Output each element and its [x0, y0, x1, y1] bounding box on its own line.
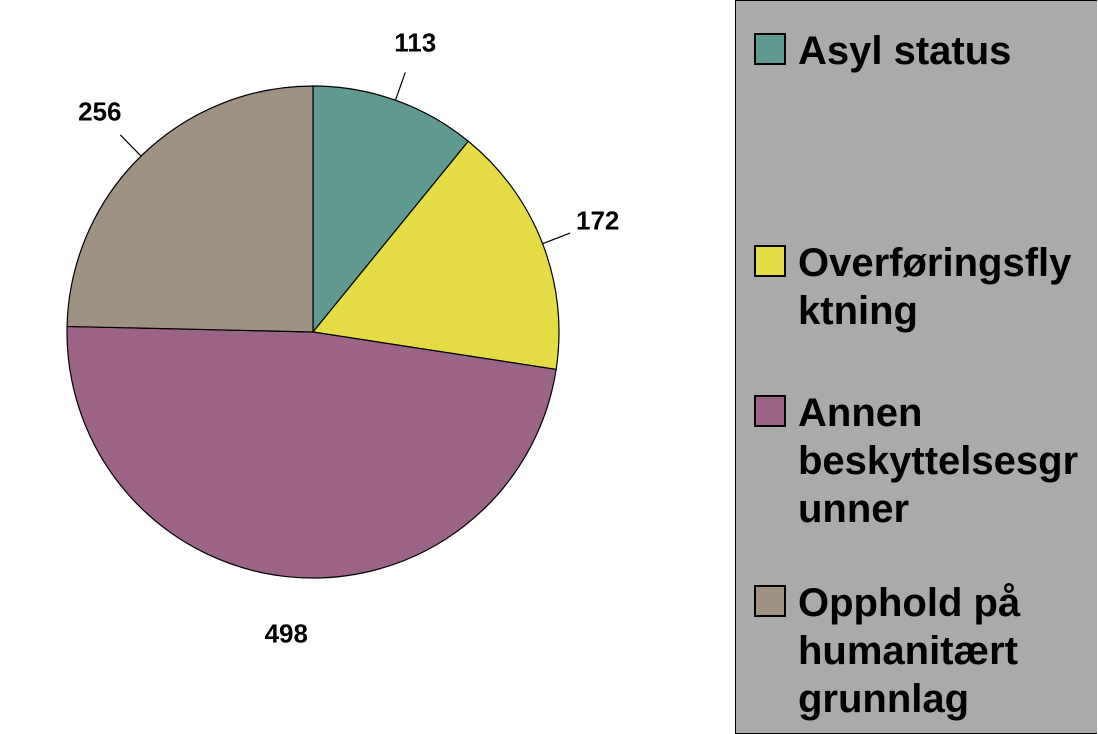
data-label: 113: [394, 27, 436, 57]
legend-entry: Opphold på humanitært grunnlag: [754, 579, 1084, 723]
leader-line: [542, 232, 571, 245]
data-label: 172: [576, 205, 619, 235]
data-label: 498: [265, 619, 308, 649]
legend-label: Opphold på humanitært grunnlag: [798, 581, 1021, 721]
legend-entry: Asyl status: [754, 27, 1084, 75]
legend-label: Asyl status: [798, 29, 1012, 73]
legend-swatch: [754, 245, 786, 277]
legend-label: Annen beskyttelsesgrunner: [798, 391, 1079, 531]
chart: 113 172 498 256: [66, 27, 619, 649]
pie-slice: [66, 85, 314, 333]
legend-label: Overføringsflyktning: [798, 241, 1072, 333]
legend-swatch: [754, 395, 786, 427]
legend-swatch: [754, 33, 786, 65]
leader-line: [394, 72, 406, 101]
data-label: 256: [78, 97, 121, 127]
legend-entry: Annen beskyttelsesgrunner: [754, 389, 1084, 533]
legend-swatch: [754, 585, 786, 617]
leader-line: [119, 134, 142, 157]
pie-slice: [312, 85, 470, 334]
legend-entry: Overføringsflyktning: [754, 239, 1084, 335]
legend: Asyl status Overføringsflyktning Annen bes…: [735, 0, 1097, 734]
pie-slice: [66, 325, 557, 579]
